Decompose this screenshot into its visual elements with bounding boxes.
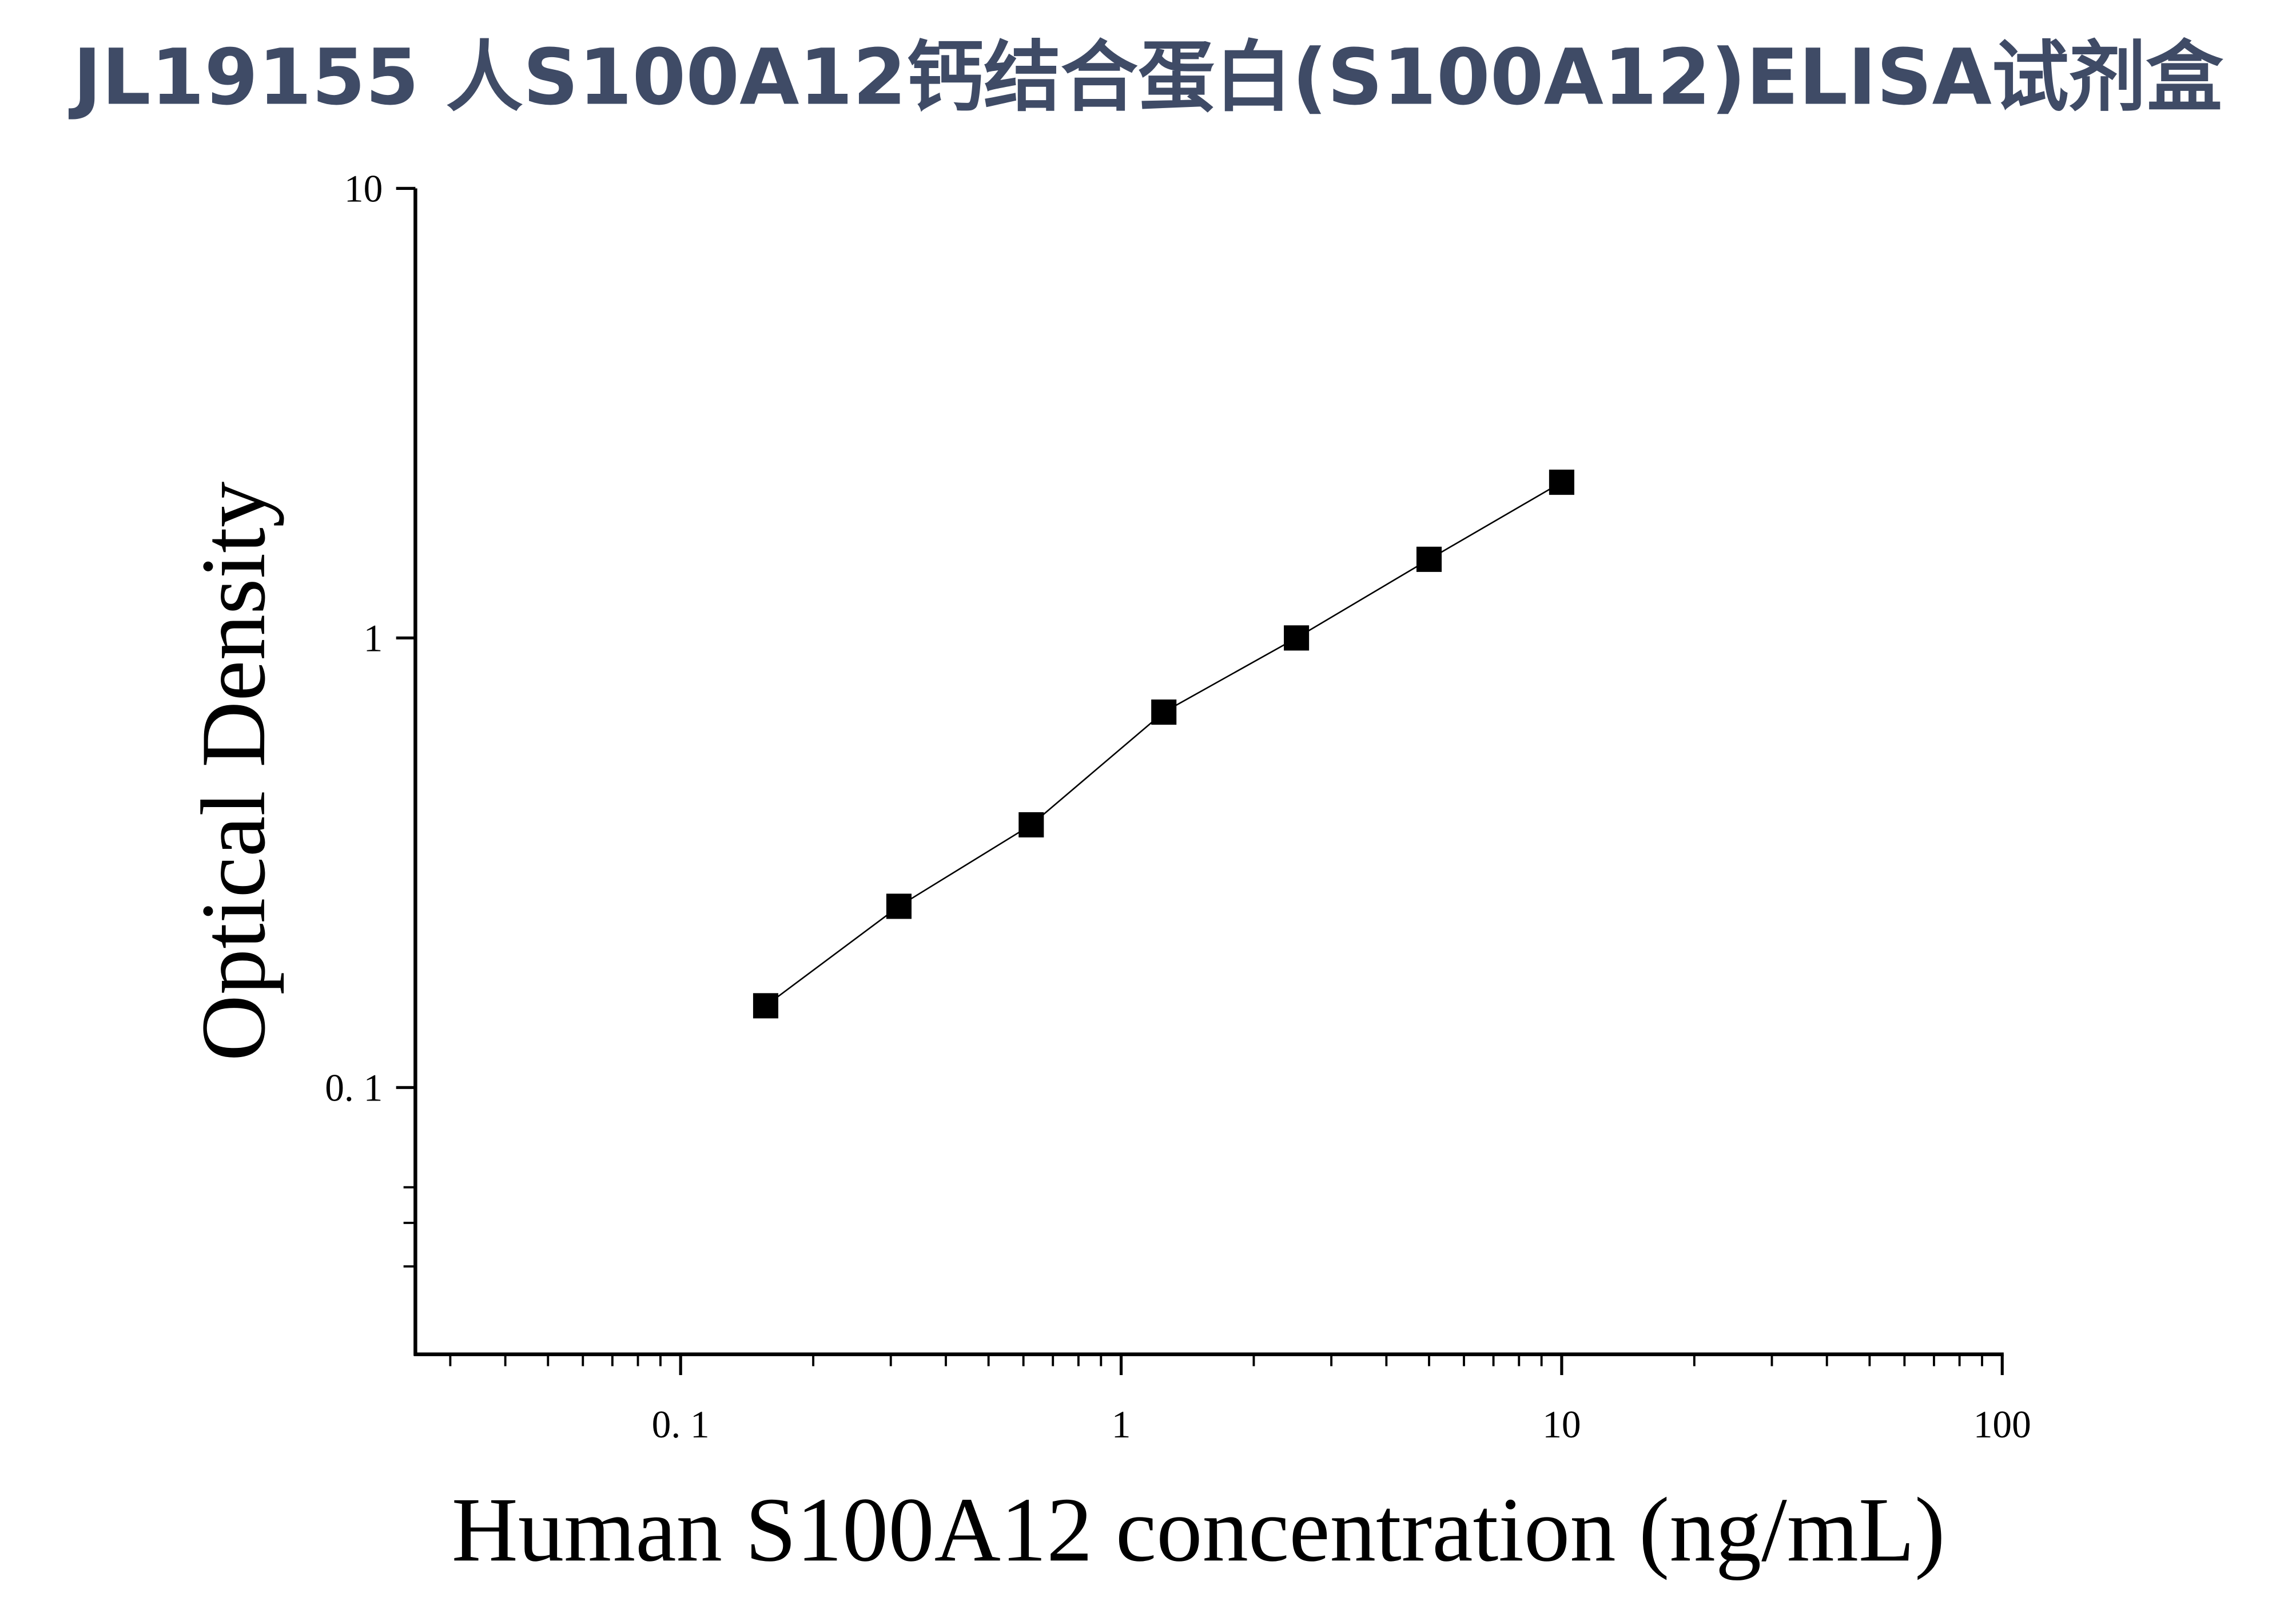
chart-title: JL19155 人S100A12钙结合蛋白(S100A12)ELISA试剂盒 [69, 33, 2224, 122]
data-point [1151, 699, 1177, 725]
fit-line [765, 481, 1562, 1007]
y-tick-label: 10 [344, 168, 383, 210]
data-point [886, 893, 912, 919]
y-tick-label: 1 [364, 617, 383, 660]
y-tick-label: 0. 1 [325, 1067, 383, 1110]
data-point [1284, 625, 1310, 651]
x-axis-label: Human S100A12 concentration (ng/mL) [452, 1479, 1945, 1580]
y-axis-label: Optical Density [182, 482, 284, 1061]
data-point [1416, 546, 1442, 572]
data-point [753, 993, 779, 1019]
x-tick-label: 0. 1 [652, 1403, 710, 1446]
x-tick-label: 100 [1973, 1403, 2031, 1446]
x-tick-label: 10 [1542, 1403, 1581, 1446]
data-point [1549, 470, 1574, 495]
x-tick-label: 1 [1112, 1403, 1131, 1446]
data-point [1018, 812, 1044, 838]
